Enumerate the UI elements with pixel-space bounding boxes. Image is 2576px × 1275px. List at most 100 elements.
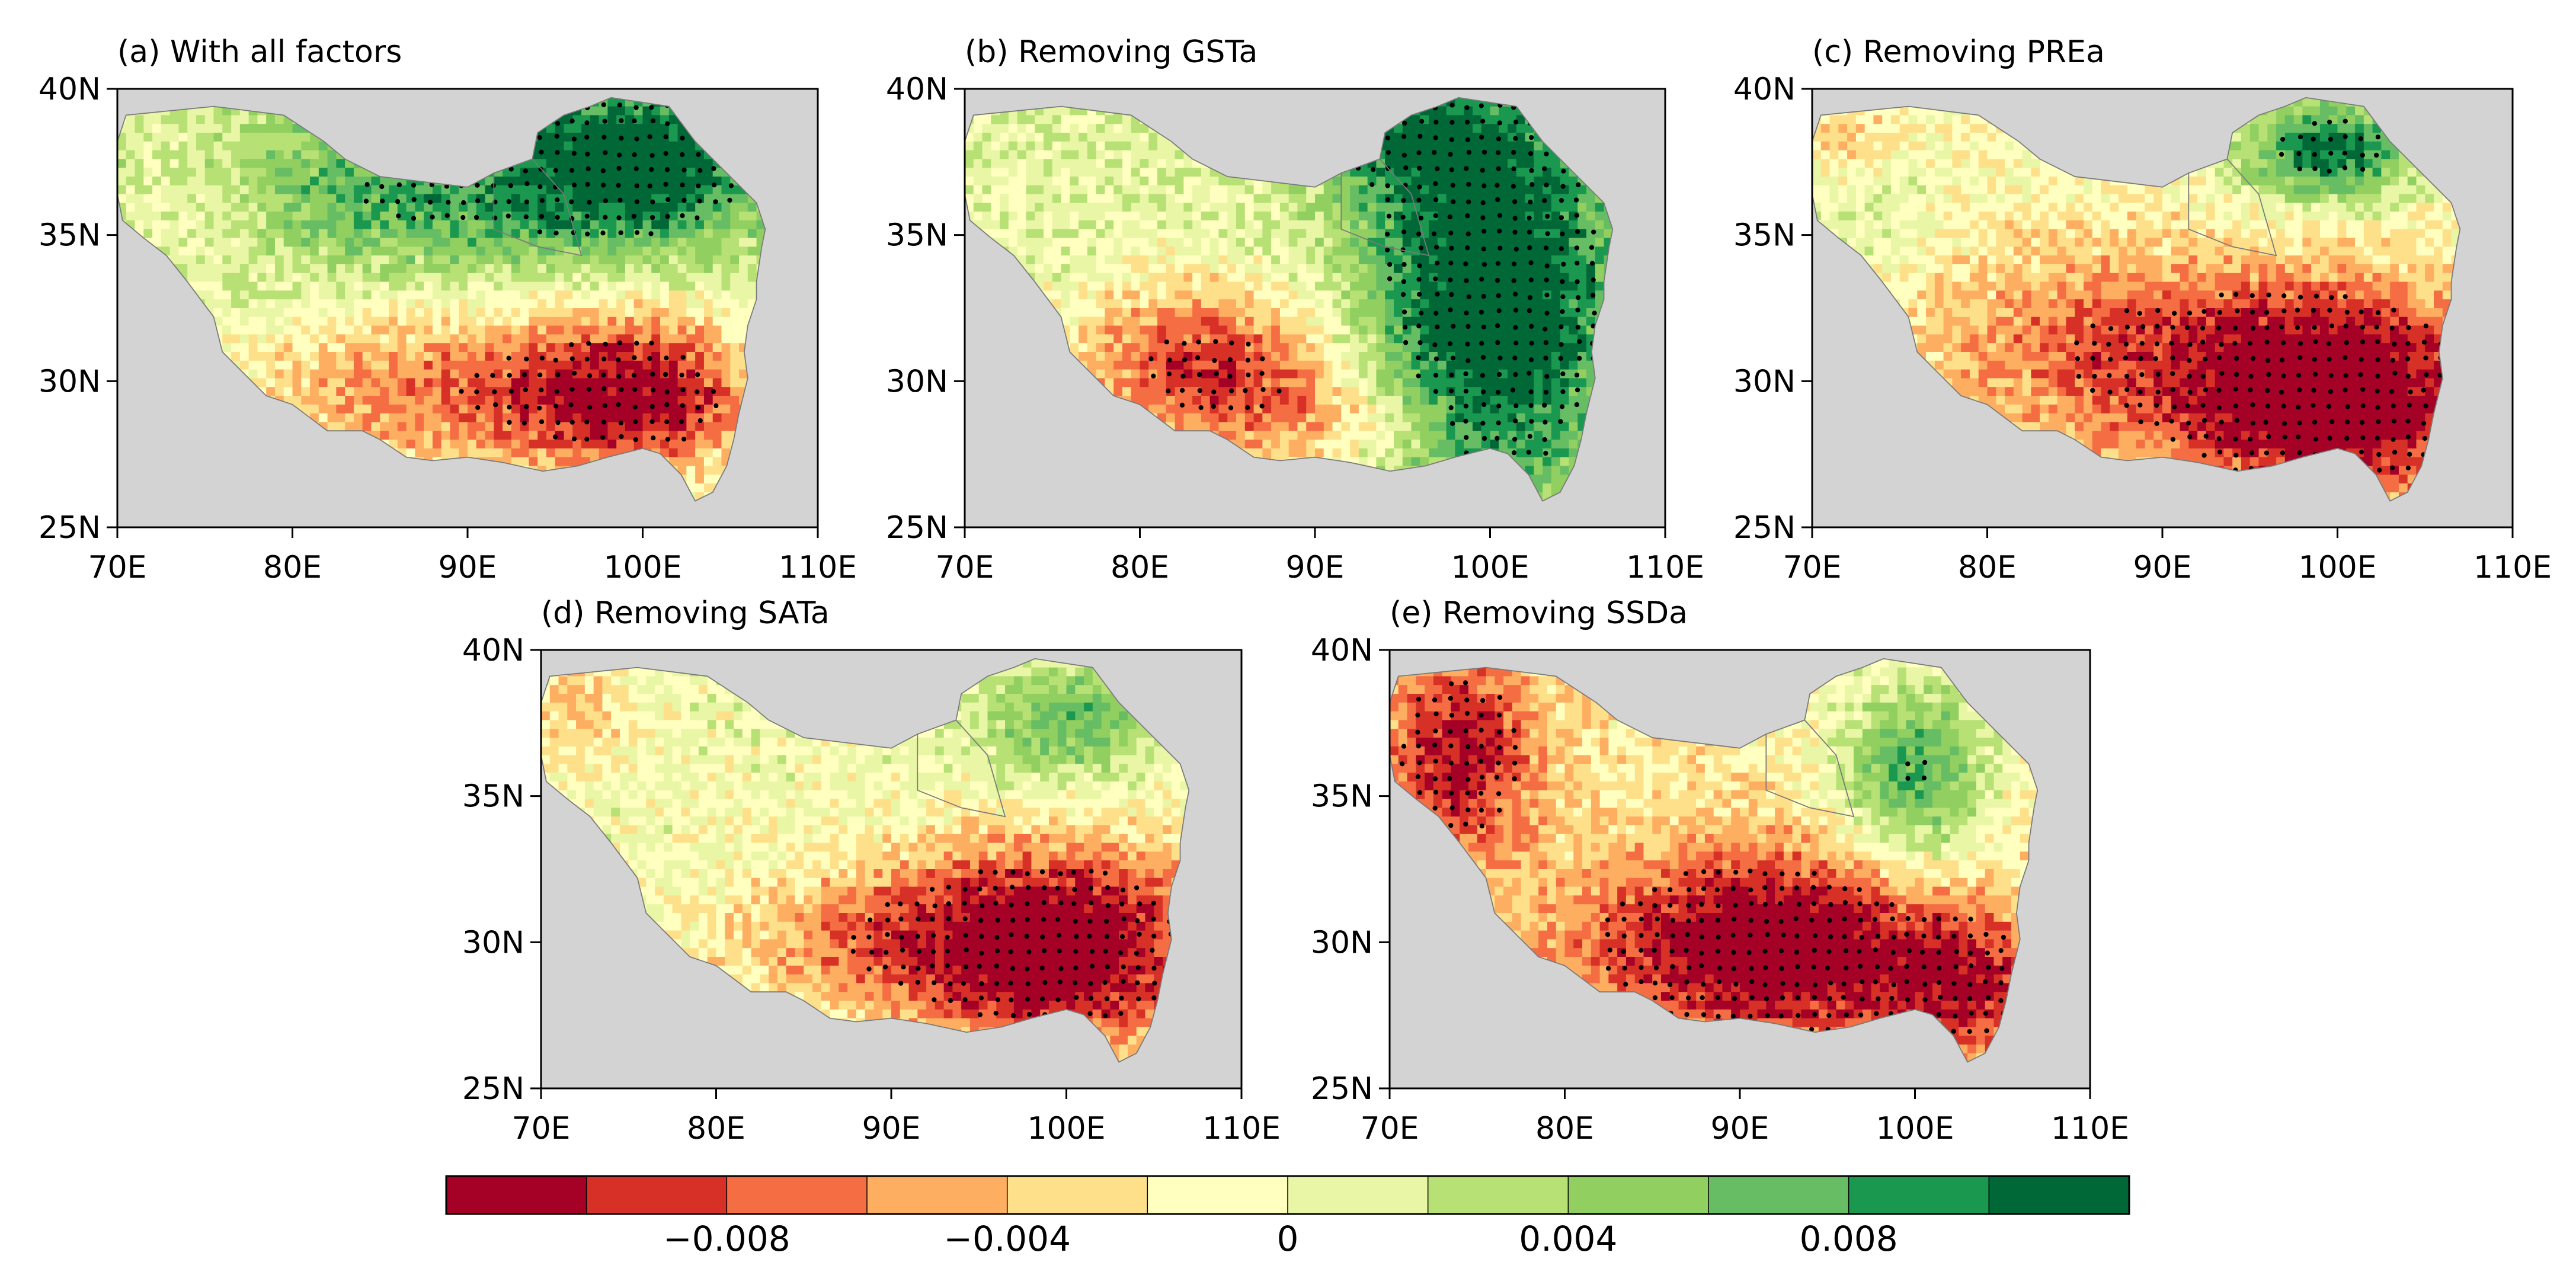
panel-a-cell	[616, 273, 626, 283]
panel-a-cell	[503, 290, 512, 300]
panel-a-cell	[266, 264, 276, 274]
panel-b-cell	[1481, 124, 1491, 133]
panel-a-significance-dot	[600, 230, 606, 236]
panel-a-cell	[572, 404, 582, 414]
panel-a-cell	[739, 273, 748, 283]
panel-a-cell	[642, 404, 652, 414]
panel-a-cell	[371, 308, 381, 318]
panel-a-significance-dot	[680, 152, 685, 158]
panel-a-cell	[703, 159, 713, 169]
panel-a-significance-dot	[617, 197, 623, 203]
panel-a-significance-dot	[584, 213, 590, 219]
panel-a-cell	[537, 290, 547, 300]
panel-a-cell	[695, 440, 705, 449]
panel-a-cell	[695, 299, 705, 309]
panel-a-cell	[537, 246, 547, 257]
panel-a-cell	[494, 448, 503, 458]
panel-a-cell	[239, 352, 249, 361]
panel-a-cell	[301, 404, 311, 414]
panel-a-cell	[555, 177, 565, 186]
panel-a-significance-dot	[569, 118, 575, 124]
panel-a-cell	[607, 404, 617, 414]
panel-b-cell	[1499, 150, 1508, 160]
panel-a-cell	[555, 273, 565, 283]
panel-a-cell	[686, 360, 696, 370]
panel-a-cell	[301, 281, 311, 291]
panel-a-cell	[651, 360, 661, 370]
panel-a-cell	[555, 378, 565, 388]
panel-a-cell	[494, 299, 503, 309]
panel-a-significance-dot	[631, 373, 637, 378]
panel-a-significance-dot	[539, 198, 545, 203]
panel-a-cell	[546, 343, 556, 353]
panel-a-cell	[607, 316, 617, 326]
panel-a-cell	[529, 360, 539, 370]
panel-a-cell	[239, 273, 249, 283]
panel-a-cell	[599, 220, 609, 230]
panel-a-cell	[642, 220, 652, 230]
panel-a-cell	[450, 281, 460, 291]
panel-a-cell	[248, 264, 258, 274]
panel-b-cell	[1052, 141, 1062, 151]
panel-b-cell	[1131, 150, 1141, 160]
panel-a-significance-dot	[616, 215, 622, 220]
panel-a-cell	[677, 396, 687, 405]
panel-a-cell	[318, 413, 328, 423]
panel-a-cell	[590, 177, 600, 186]
panel-a-cell	[537, 238, 547, 248]
panel-a-cell	[117, 194, 127, 204]
panel-a-cell	[450, 369, 460, 379]
panel-a-cell	[468, 185, 477, 195]
panel-a-cell	[721, 404, 731, 414]
panel-a-cell	[529, 238, 539, 248]
panel-a-cell	[380, 290, 389, 300]
panel-a-cell	[222, 290, 232, 300]
panel-a-cell	[152, 203, 162, 213]
panel-a-cell	[450, 194, 460, 204]
panel-a-cell	[695, 220, 705, 230]
panel-a-cell	[389, 396, 398, 405]
panel-a-cell	[485, 273, 495, 283]
panel-a-cell	[668, 150, 679, 160]
panel-a-cell	[318, 343, 328, 353]
panel-a-cell	[397, 369, 407, 379]
panel-a-cell	[703, 185, 713, 195]
panel-a-cell	[668, 115, 679, 125]
panel-a-cell	[546, 238, 556, 248]
panel-a-cell	[345, 194, 354, 204]
panel-b-cell	[1508, 124, 1517, 133]
panel-a-cell	[721, 334, 731, 344]
panel-a-cell	[196, 141, 206, 151]
panel-a-cell	[450, 396, 460, 405]
panel-a-cell	[651, 308, 661, 318]
panel-a-significance-dot	[650, 371, 655, 377]
panel-a-cell	[327, 360, 337, 370]
panel-a-cell	[476, 264, 486, 274]
panel-a-cell	[231, 264, 241, 274]
panel-a-cell	[459, 246, 468, 257]
panel-a-cell	[345, 290, 354, 300]
panel-a-cell	[301, 203, 311, 213]
panel-a-cell	[712, 413, 722, 423]
panel-a-significance-dot	[523, 168, 528, 174]
panel-a-cell	[283, 203, 293, 213]
panel-b-cell	[1105, 141, 1115, 151]
panel-a-cell	[327, 159, 337, 169]
panel-a-cell	[301, 185, 311, 195]
panel-a-significance-dot	[727, 197, 732, 203]
panel-a-cell	[345, 238, 354, 248]
panel-a-cell	[730, 396, 740, 405]
panel-a-cell	[292, 343, 302, 353]
panel-a-significance-dot	[602, 118, 607, 124]
panel-a-cell	[599, 255, 609, 265]
panel-a-significance-dot	[475, 405, 481, 410]
panel-a-cell	[677, 238, 687, 248]
panel-a-cell	[668, 273, 679, 283]
panel-a-cell	[389, 431, 398, 440]
panel-b-cell	[1140, 150, 1150, 160]
panel-a-significance-dot	[602, 403, 607, 408]
panel-a-cell	[310, 238, 319, 248]
panel-a-cell	[336, 343, 346, 353]
panel-a-cell	[468, 264, 477, 274]
panel-a-cell	[327, 203, 337, 213]
